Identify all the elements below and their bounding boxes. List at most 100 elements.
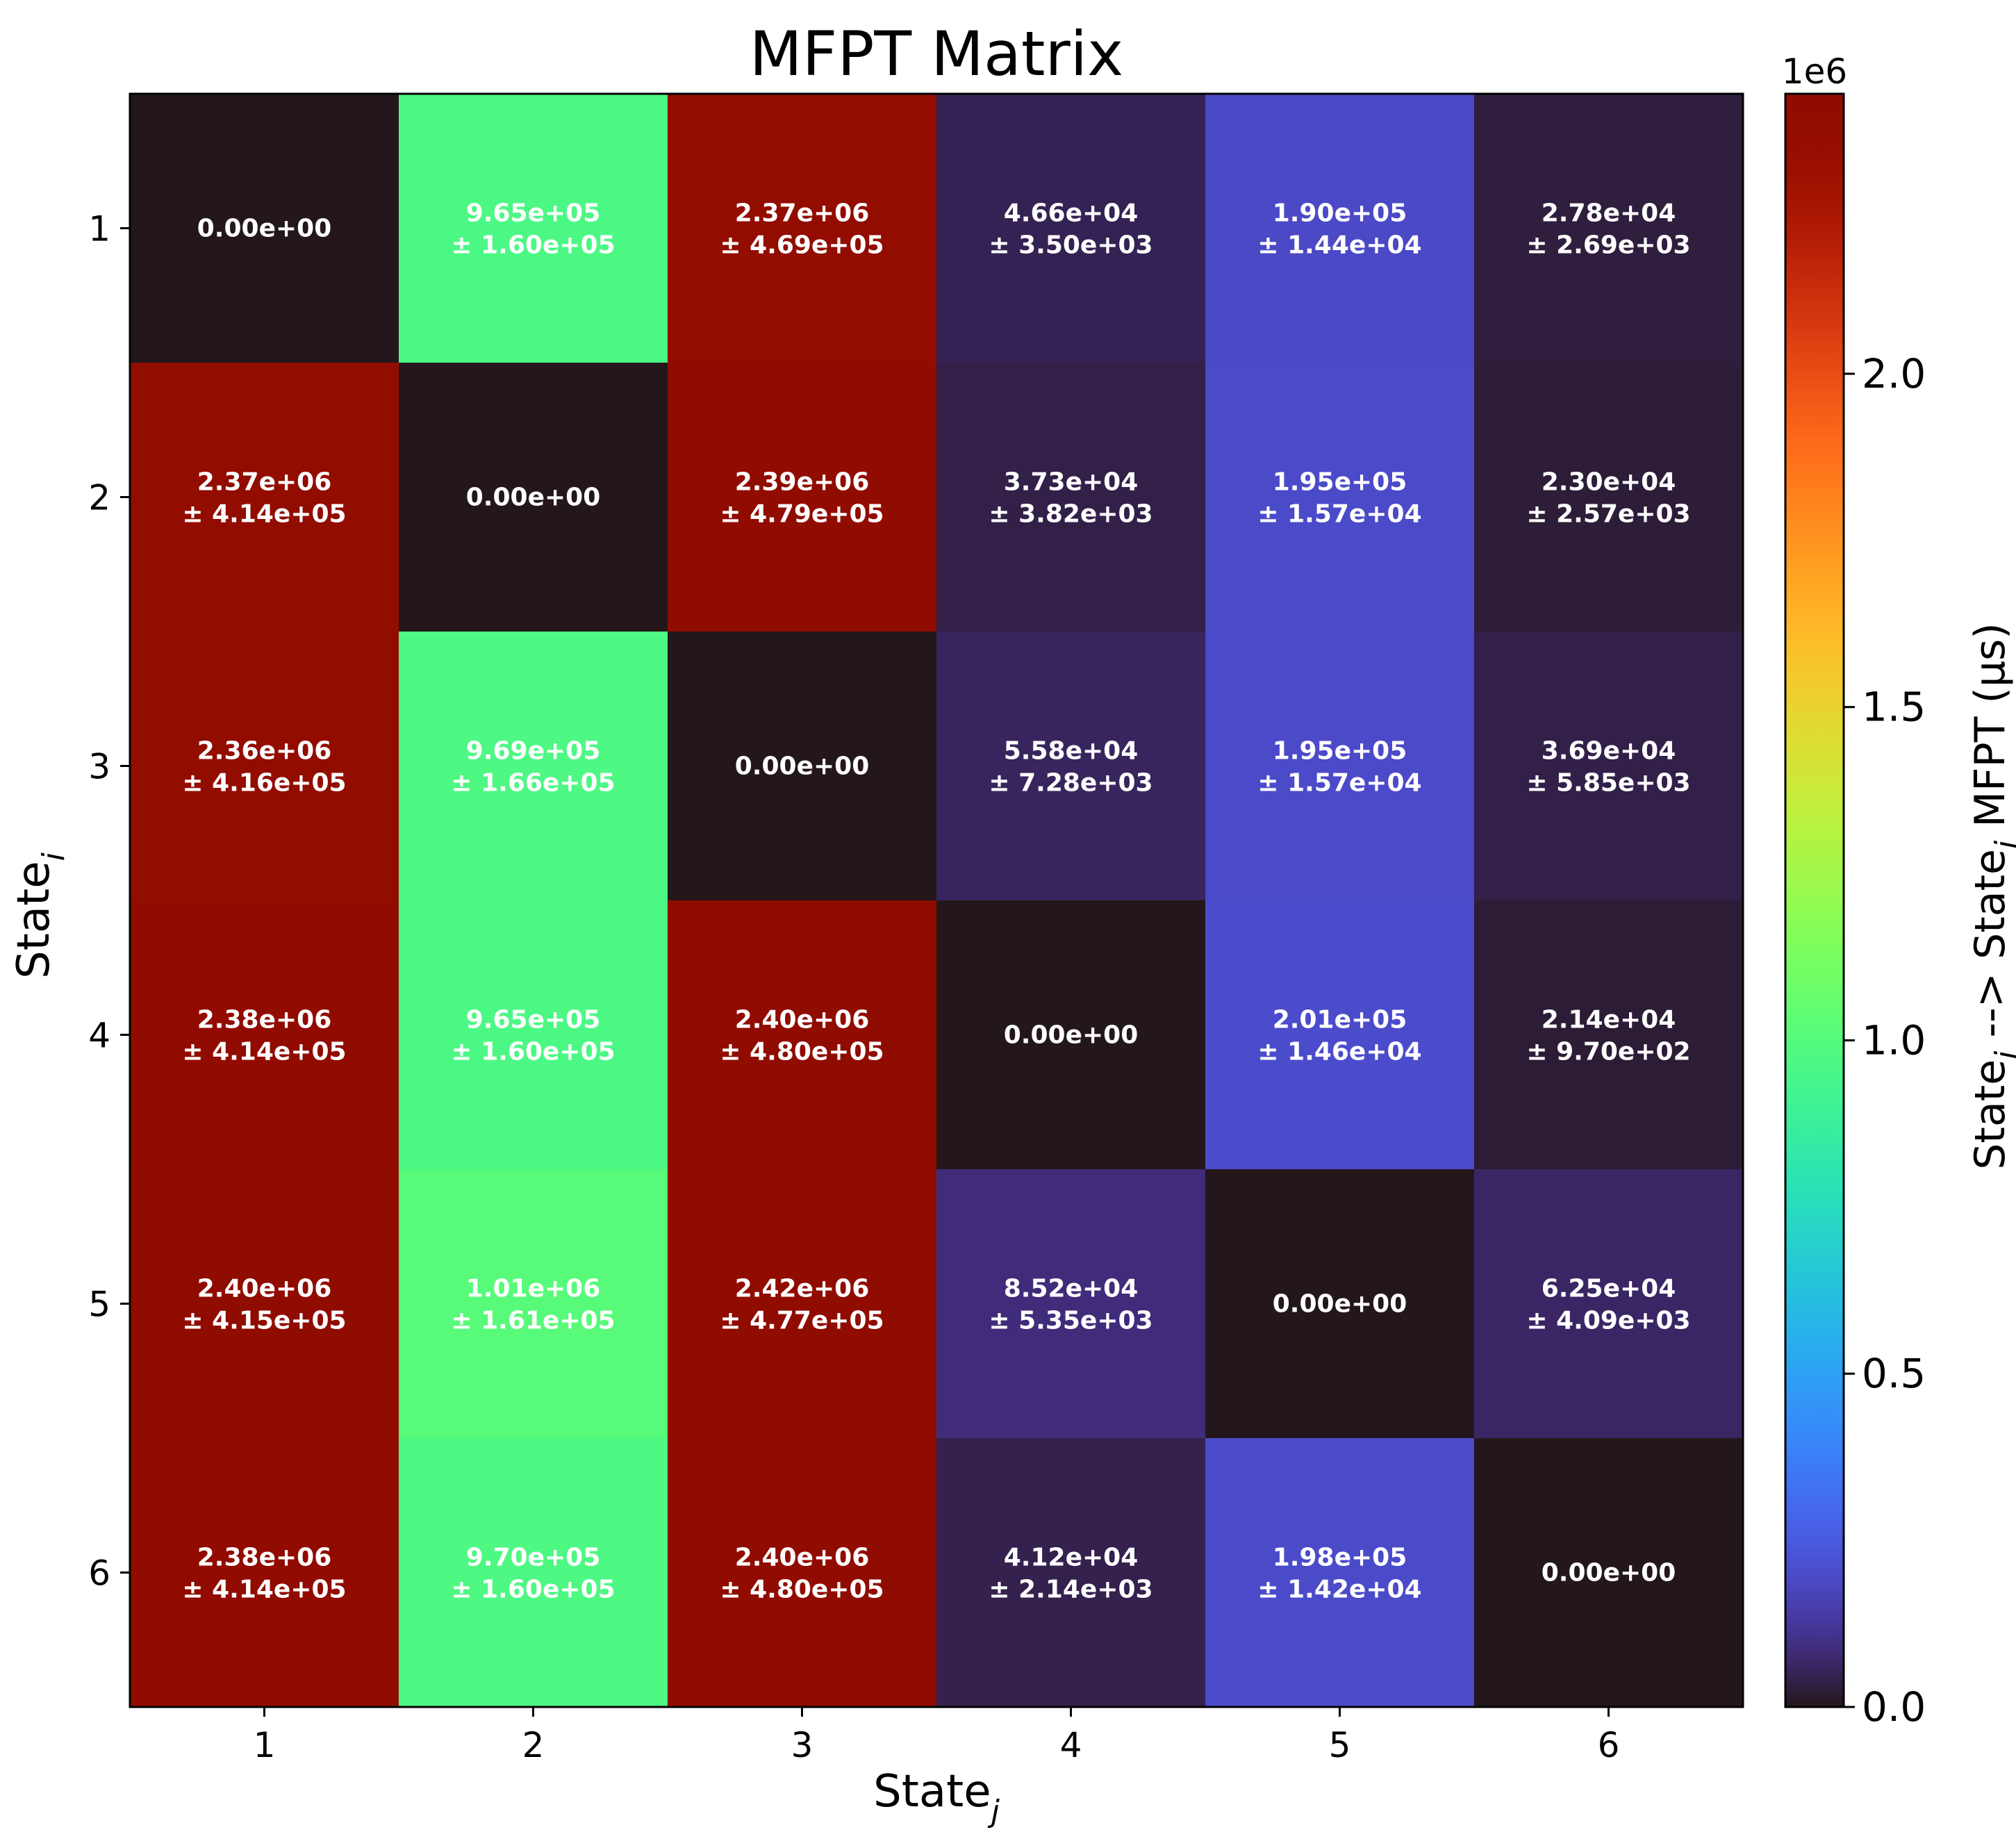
cell-value-text: 2.30e+04 (1542, 468, 1676, 497)
cell-error-text: ± 1.61e+05 (451, 1307, 615, 1335)
heatmap-cell (1205, 632, 1475, 901)
cell-annotation: 2.38e+06 ± 4.14e+05 (182, 1006, 346, 1066)
colorbar-label-pre: State (1966, 1059, 2015, 1170)
heatmap-cell (399, 363, 668, 632)
cell-value-text: 2.37e+06 (735, 199, 870, 228)
cell-value-text: 2.36e+06 (197, 737, 332, 766)
cell-value-text: 5.58e+04 (1004, 737, 1139, 766)
cell-annotation: 1.01e+06 ± 1.61e+05 (451, 1275, 615, 1335)
heatmap-cell (668, 1438, 937, 1708)
heatmap-cell (1205, 1438, 1475, 1708)
cell-annotation: 9.65e+05 ± 1.60e+05 (451, 199, 615, 260)
colorbar-ticks: 0.0 0.5 1.0 1.5 2.0 (1844, 350, 1926, 1731)
heatmap-cell (399, 900, 668, 1170)
colorbar-label-mid: --> State (1966, 849, 2015, 1051)
x-tick-label: 4 (1060, 1725, 1082, 1765)
y-tick-label: 2 (88, 478, 110, 518)
cell-value-text: 9.69e+05 (466, 737, 601, 766)
cell-error-text: ± 1.57e+04 (1257, 769, 1421, 798)
x-axis-ticks: 1 2 3 4 5 6 (254, 1707, 1619, 1765)
cell-error-text: ± 3.50e+03 (989, 231, 1152, 260)
cell-value-text: 2.78e+04 (1542, 199, 1676, 228)
cell-annotation: 0.00e+00 (1004, 1021, 1139, 1050)
cell-error-text: ± 1.57e+04 (1257, 500, 1421, 529)
heatmap-cell (399, 632, 668, 901)
cell-error-text: ± 4.79e+05 (720, 500, 884, 529)
cell-value-text: 4.66e+04 (1004, 199, 1139, 228)
cell-annotation: 2.39e+06 ± 4.79e+05 (720, 468, 884, 529)
y-tick-label: 5 (88, 1285, 110, 1325)
x-tick-label: 2 (522, 1725, 545, 1765)
cell-error-text: ± 1.46e+04 (1257, 1038, 1421, 1066)
heatmap-cell (668, 363, 937, 632)
cell-error-text: ± 4.14e+05 (182, 1038, 346, 1066)
y-tick-label: 4 (88, 1016, 110, 1056)
cell-annotation: 0.00e+00 (466, 484, 601, 512)
heatmap-cell (130, 1438, 399, 1708)
cell-annotation: 2.37e+06 ± 4.69e+05 (720, 199, 884, 260)
cell-annotation: 1.90e+05 ± 1.44e+04 (1257, 199, 1421, 260)
cell-annotation: 2.38e+06 ± 4.14e+05 (182, 1544, 346, 1604)
cell-error-text: ± 1.60e+05 (451, 1576, 615, 1604)
colorbar (1784, 92, 1845, 1708)
cell-value-text: 2.38e+06 (197, 1544, 332, 1572)
x-tick-label: 1 (254, 1725, 276, 1765)
cell-error-text: ± 2.69e+03 (1526, 231, 1690, 260)
cell-value-text: 6.25e+04 (1542, 1275, 1676, 1303)
cell-annotation: 2.42e+06 ± 4.77e+05 (720, 1275, 884, 1335)
heatmap-cell (1474, 1438, 1744, 1708)
y-tick-label: 1 (88, 209, 110, 249)
heatmap-cell (1205, 1169, 1475, 1439)
cell-annotation: 2.40e+06 ± 4.80e+05 (720, 1544, 884, 1604)
cell-value-text: 9.65e+05 (466, 1006, 601, 1034)
heatmap-cell (936, 94, 1206, 363)
heatmap-cell (668, 1169, 937, 1439)
cell-annotation: 9.69e+05 ± 1.66e+05 (451, 737, 615, 798)
cell-error-text: ± 5.35e+03 (989, 1307, 1152, 1335)
cell-value-text: 9.70e+05 (466, 1544, 601, 1572)
heatmap-cell (1474, 94, 1744, 363)
cell-annotation: 0.00e+00 (197, 215, 332, 243)
cell-value-text: 8.52e+04 (1004, 1275, 1139, 1303)
cell-error-text: ± 1.60e+05 (451, 231, 615, 260)
colorbar-offset-text: 1e6 (1782, 51, 1847, 92)
cell-error-text: ± 4.80e+05 (720, 1576, 884, 1604)
x-axis-label-subscript: j (988, 1794, 1000, 1829)
heatmap-cell (1205, 94, 1475, 363)
cell-annotation: 2.14e+04 ± 9.70e+02 (1526, 1006, 1690, 1066)
heatmap-cells (130, 94, 1744, 1708)
cell-error-text: ± 9.70e+02 (1526, 1038, 1690, 1066)
cell-value-text: 3.69e+04 (1542, 737, 1676, 766)
cell-error-text: ± 5.85e+03 (1526, 769, 1690, 798)
cell-error-text: ± 1.60e+05 (451, 1038, 615, 1066)
heatmap-cell (399, 1438, 668, 1708)
cell-value-text: 2.40e+06 (197, 1275, 332, 1303)
cell-error-text: ± 1.66e+05 (451, 769, 615, 798)
heatmap-cell (1474, 632, 1744, 901)
cell-annotation: 8.52e+04 ± 5.35e+03 (989, 1275, 1152, 1335)
cell-annotation: 1.98e+05 ± 1.42e+04 (1257, 1544, 1421, 1604)
cell-annotations: 0.00e+00 9.65e+05 ± 1.60e+05 2.37e+06 ± 4.69… (182, 199, 1690, 1604)
cell-value-text: 1.98e+05 (1273, 1544, 1407, 1572)
cell-error-text: ± 4.14e+05 (182, 500, 346, 529)
x-tick-label: 3 (791, 1725, 813, 1765)
colorbar-tick-label: 1.0 (1862, 1016, 1926, 1064)
cell-value-text: 1.95e+05 (1273, 468, 1407, 497)
cell-annotation: 0.00e+00 (1273, 1290, 1407, 1319)
cell-error-text: ± 4.14e+05 (182, 1576, 346, 1604)
colorbar-tick-label: 1.5 (1862, 684, 1926, 731)
cell-error-text: ± 1.42e+04 (1257, 1576, 1421, 1604)
colorbar-label-pre-subscript: i (1989, 1050, 2016, 1059)
cell-annotation: 2.37e+06 ± 4.14e+05 (182, 468, 346, 529)
x-tick-label: 5 (1329, 1725, 1351, 1765)
x-axis-label: Statej (873, 1766, 1000, 1829)
cell-annotation: 2.36e+06 ± 4.16e+05 (182, 737, 346, 798)
heatmap-cell (668, 632, 937, 901)
heatmap-cell (130, 363, 399, 632)
cell-annotation: 2.40e+06 ± 4.15e+05 (182, 1275, 346, 1335)
cell-annotation: 3.69e+04 ± 5.85e+03 (1526, 737, 1690, 798)
cell-value-text: 2.38e+06 (197, 1006, 332, 1034)
heatmap-cell (1205, 363, 1475, 632)
y-tick-label: 6 (88, 1553, 110, 1594)
cell-annotation: 0.00e+00 (735, 752, 870, 781)
